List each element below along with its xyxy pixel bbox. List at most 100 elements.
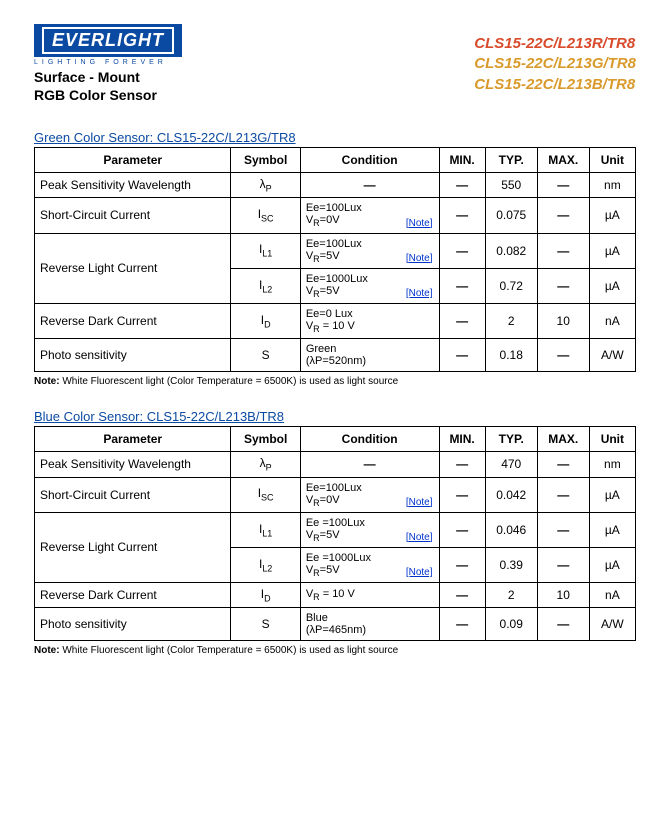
- part-number-g: CLS15-22C/L213G/TR8: [474, 54, 636, 74]
- cell-unit: µA: [589, 547, 635, 582]
- cell-symbol: S: [231, 608, 300, 641]
- col-min: MIN.: [439, 148, 485, 173]
- part-number-b: CLS15-22C/L213B/TR8: [474, 75, 636, 95]
- cell-condition: —: [300, 452, 439, 477]
- cell-max: —: [537, 173, 589, 198]
- table-row: Peak Sensitivity Wavelength λP — — 470 —…: [35, 452, 636, 477]
- cell-condition: Ee=1000Lux VR=5V [Note]: [300, 268, 439, 303]
- cell-typ: 0.042: [485, 477, 537, 512]
- cell-unit: nA: [589, 303, 635, 338]
- cell-min: —: [439, 173, 485, 198]
- cell-max: —: [537, 512, 589, 547]
- col-condition: Condition: [300, 148, 439, 173]
- cell-max: —: [537, 198, 589, 233]
- cell-condition: Ee =100Lux VR=5V [Note]: [300, 512, 439, 547]
- cell-typ: 0.39: [485, 547, 537, 582]
- product-title: Surface - Mount RGB Color Sensor: [34, 69, 182, 104]
- green-footnote: Note: White Fluorescent light (Color Tem…: [34, 376, 636, 387]
- cell-unit: µA: [589, 268, 635, 303]
- cell-param: Short-Circuit Current: [35, 477, 231, 512]
- cell-unit: nm: [589, 452, 635, 477]
- logo-text: EVERLIGHT: [42, 27, 174, 54]
- cell-typ: 0.09: [485, 608, 537, 641]
- cell-typ: 0.18: [485, 339, 537, 372]
- table-row: Photo sensitivity S Blue (λP=465nm) — 0.…: [35, 608, 636, 641]
- cell-unit: µA: [589, 233, 635, 268]
- logo-block: EVERLIGHT LIGHTING FOREVER Surface - Mou…: [34, 24, 182, 104]
- col-condition: Condition: [300, 427, 439, 452]
- cell-typ: 550: [485, 173, 537, 198]
- cell-max: 10: [537, 583, 589, 608]
- cell-condition: Ee =1000Lux VR=5V [Note]: [300, 547, 439, 582]
- table-row: Short-Circuit Current ISC Ee=100Lux VR=0…: [35, 198, 636, 233]
- cell-condition: Ee=100Lux VR=0V [Note]: [300, 198, 439, 233]
- green-spec-table: Parameter Symbol Condition MIN. TYP. MAX…: [34, 147, 636, 372]
- cell-symbol: ID: [231, 583, 300, 608]
- cell-symbol: IL2: [231, 268, 300, 303]
- blue-spec-table: Parameter Symbol Condition MIN. TYP. MAX…: [34, 426, 636, 641]
- cell-symbol: IL1: [231, 512, 300, 547]
- cell-min: —: [439, 512, 485, 547]
- cell-min: —: [439, 303, 485, 338]
- col-parameter: Parameter: [35, 148, 231, 173]
- cell-typ: 0.72: [485, 268, 537, 303]
- note-link[interactable]: [Note]: [406, 218, 433, 229]
- table-header-row: Parameter Symbol Condition MIN. TYP. MAX…: [35, 427, 636, 452]
- cell-max: —: [537, 477, 589, 512]
- cell-min: —: [439, 233, 485, 268]
- cell-typ: 470: [485, 452, 537, 477]
- product-title-line2: RGB Color Sensor: [34, 87, 182, 105]
- cell-symbol: ID: [231, 303, 300, 338]
- cell-typ: 2: [485, 583, 537, 608]
- table-header-row: Parameter Symbol Condition MIN. TYP. MAX…: [35, 148, 636, 173]
- blue-sensor-title: Blue Color Sensor: CLS15-22C/L213B/TR8: [34, 409, 636, 424]
- cell-unit: µA: [589, 198, 635, 233]
- cell-max: —: [537, 233, 589, 268]
- col-symbol: Symbol: [231, 148, 300, 173]
- cell-symbol: IL1: [231, 233, 300, 268]
- cell-typ: 0.046: [485, 512, 537, 547]
- cell-param: Reverse Light Current: [35, 233, 231, 303]
- cell-condition: Ee=100Lux VR=0V [Note]: [300, 477, 439, 512]
- product-title-line1: Surface - Mount: [34, 69, 182, 87]
- green-sensor-title: Green Color Sensor: CLS15-22C/L213G/TR8: [34, 130, 636, 145]
- cell-max: 10: [537, 303, 589, 338]
- cell-param: Reverse Light Current: [35, 512, 231, 582]
- col-typ: TYP.: [485, 148, 537, 173]
- cell-unit: A/W: [589, 339, 635, 372]
- cell-param: Photo sensitivity: [35, 339, 231, 372]
- note-link[interactable]: [Note]: [406, 532, 433, 543]
- cell-condition: Green (λP=520nm): [300, 339, 439, 372]
- table-row: Reverse Dark Current ID Ee=0 Lux VR = 10…: [35, 303, 636, 338]
- cell-condition: Ee=100Lux VR=5V [Note]: [300, 233, 439, 268]
- cell-param: Photo sensitivity: [35, 608, 231, 641]
- cell-max: —: [537, 339, 589, 372]
- cell-symbol: IL2: [231, 547, 300, 582]
- col-max: MAX.: [537, 148, 589, 173]
- cell-unit: nA: [589, 583, 635, 608]
- cell-min: —: [439, 198, 485, 233]
- cell-unit: µA: [589, 477, 635, 512]
- cell-symbol: S: [231, 339, 300, 372]
- cell-min: —: [439, 268, 485, 303]
- cell-min: —: [439, 583, 485, 608]
- cell-param: Peak Sensitivity Wavelength: [35, 452, 231, 477]
- col-parameter: Parameter: [35, 427, 231, 452]
- note-link[interactable]: [Note]: [406, 253, 433, 264]
- col-min: MIN.: [439, 427, 485, 452]
- cell-min: —: [439, 452, 485, 477]
- table-row: Photo sensitivity S Green (λP=520nm) — 0…: [35, 339, 636, 372]
- cell-min: —: [439, 339, 485, 372]
- cell-symbol: ISC: [231, 198, 300, 233]
- note-link[interactable]: [Note]: [406, 288, 433, 299]
- table-row: Reverse Light Current IL1 Ee=100Lux VR=5…: [35, 233, 636, 268]
- cell-condition: VR = 10 V: [300, 583, 439, 608]
- note-link[interactable]: [Note]: [406, 567, 433, 578]
- table-row: Short-Circuit Current ISC Ee=100Lux VR=0…: [35, 477, 636, 512]
- cell-symbol: λP: [231, 452, 300, 477]
- page-header: EVERLIGHT LIGHTING FOREVER Surface - Mou…: [34, 24, 636, 104]
- cell-max: —: [537, 547, 589, 582]
- company-logo: EVERLIGHT: [34, 24, 182, 57]
- blue-footnote: Note: White Fluorescent light (Color Tem…: [34, 645, 636, 656]
- note-link[interactable]: [Note]: [406, 497, 433, 508]
